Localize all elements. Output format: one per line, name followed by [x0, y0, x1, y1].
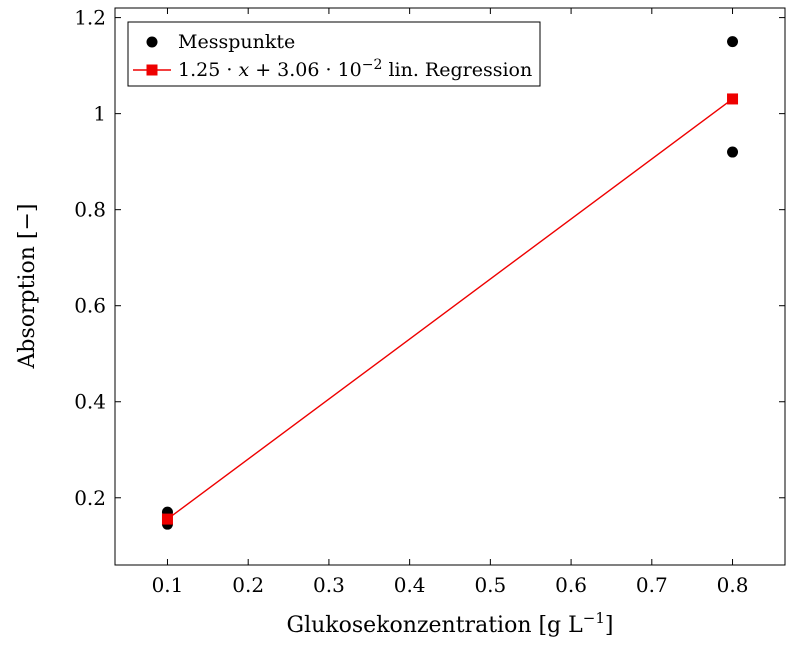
regression-line: [167, 98, 733, 520]
y-tick-label: 0.6: [74, 294, 106, 318]
legend-regression-exponent: −2: [362, 57, 383, 73]
legend-regression-intercept: + 3.06 · 10: [249, 59, 362, 81]
x-axis-label-bracket: ]: [605, 613, 614, 638]
regression-marker: [161, 513, 173, 525]
data-point: [727, 36, 739, 48]
x-tick-label: 0.5: [474, 573, 506, 597]
regression-marker: [727, 93, 739, 105]
legend-box: [127, 21, 541, 87]
x-tick-label: 0.4: [394, 573, 426, 597]
x-tick-label: 0.2: [232, 573, 264, 597]
y-tick-label: 0.8: [74, 198, 106, 222]
legend-entry-regression: 1.25 · x + 3.06 · 10−2 lin. Regression: [178, 57, 532, 81]
legend-regression-suffix: lin. Regression: [382, 59, 532, 81]
y-tick-label: 0.4: [74, 390, 106, 414]
x-tick-label: 0.3: [313, 573, 345, 597]
y-tick-label: 1: [93, 102, 106, 126]
y-axis-label: Absorption [−]: [15, 204, 40, 370]
legend: Messpunkte 1.25 · x + 3.06 · 10−2 lin. R…: [127, 21, 541, 87]
data-point: [727, 146, 739, 158]
legend-entry-messpunkte: Messpunkte: [178, 31, 295, 53]
axis-ticks: 0.1 0.2 0.3 0.4 0.5 0.6 0.7 0.8 0.2 0.4 0.6 0.8 1 1.2: [74, 6, 785, 597]
legend-regression-variable: x: [238, 59, 249, 81]
x-axis-label-text: Glukosekonzentration [g L: [287, 613, 584, 638]
legend-regression-coeff: 1.25 ·: [178, 59, 238, 81]
plot-border: [114, 7, 786, 566]
legend-square-marker-icon: [146, 64, 158, 76]
x-axis-label-superscript: −1: [583, 609, 605, 627]
x-tick-label: 0.1: [152, 573, 184, 597]
y-tick-label: 1.2: [74, 6, 106, 30]
x-tick-label: 0.7: [636, 573, 668, 597]
x-tick-label: 0.6: [555, 573, 587, 597]
legend-circle-marker-icon: [146, 36, 158, 48]
x-axis-label: Glukosekonzentration [g L−1]: [287, 609, 614, 638]
y-tick-label: 0.2: [74, 486, 106, 510]
series-layer: [161, 36, 739, 530]
x-tick-label: 0.8: [717, 573, 749, 597]
